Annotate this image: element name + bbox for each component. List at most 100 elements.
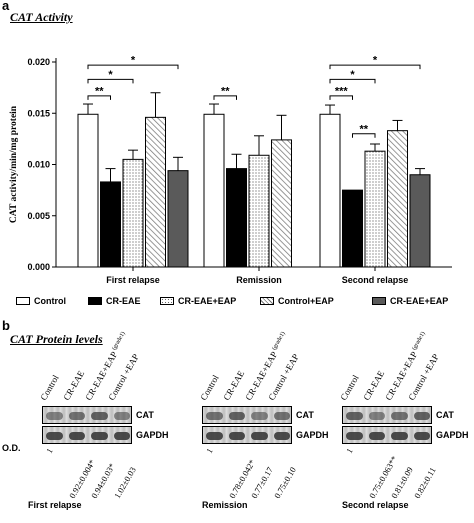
bar [167, 170, 189, 268]
significance-label: ** [359, 123, 368, 135]
blot-group-title: First relapse [28, 500, 82, 510]
cat-band [346, 412, 363, 420]
significance-bracket [87, 64, 179, 70]
cat-band [91, 412, 108, 420]
grade-note: (grade1) [410, 330, 427, 353]
y-tick-label: 0.010 [27, 160, 50, 170]
legend-swatch [88, 297, 102, 305]
legend-swatch [160, 297, 174, 305]
lane-label: Control [198, 373, 221, 402]
significance-bracket [329, 64, 421, 70]
od-value: 1 [44, 446, 55, 455]
gapdh-band [368, 432, 385, 440]
x-tick-label: Second relapse [342, 275, 409, 285]
legend-label: CR-EAE+EAP [390, 296, 449, 306]
legend-swatch [16, 297, 30, 305]
legend-label: CR-EAE+EAP [178, 296, 237, 306]
cat-activity-chart: 0.000 0.005 0.010 0.015 0.020 CAT activity/mi… [9, 55, 452, 285]
bar [77, 113, 99, 268]
bar [364, 150, 386, 268]
gapdh-band [206, 432, 223, 440]
lane-label: Control [38, 373, 61, 402]
gapdh-band [413, 432, 430, 440]
gapdh-band [68, 432, 85, 440]
cat-blot [202, 406, 292, 424]
bar [100, 181, 121, 268]
gapdh-band [346, 432, 363, 440]
legend-label: Control [34, 296, 66, 306]
gapdh-band [46, 432, 63, 440]
od-value: 1 [344, 446, 355, 455]
bar [387, 130, 408, 268]
chart-legend: Control CR-EAE CR-EAE+EAP Control+EAP CR-EAE… [12, 294, 472, 308]
legend-item: CR-EAE+EAP [372, 294, 448, 308]
x-tick-label: First relapse [106, 275, 160, 285]
gapdh-band [91, 432, 108, 440]
gapdh-blot [42, 426, 132, 444]
cat-label: CAT [436, 410, 454, 420]
gapdh-band [251, 432, 268, 440]
bar [319, 113, 341, 268]
cat-blot [342, 406, 432, 424]
panel-a-title: CAT Activity [10, 10, 73, 24]
y-tick-label: 0.015 [27, 108, 50, 118]
significance-label: * [108, 69, 113, 81]
x-tick-label: Remission [236, 275, 282, 285]
od-value: 1.02±0.03 [111, 465, 138, 500]
significance-label: ** [95, 85, 104, 97]
legend-item: CR-EAE [88, 294, 141, 308]
y-axis-label: CAT activity/min/mg protein [9, 105, 19, 223]
significance-bracket [329, 78, 376, 84]
gapdh-blot [202, 426, 292, 444]
y-tick-label: 0.005 [27, 211, 50, 221]
cat-band [46, 412, 63, 420]
legend-swatch [260, 297, 274, 305]
grade-note: (grade1) [110, 330, 127, 353]
bar [122, 158, 144, 268]
cat-band [273, 412, 290, 420]
gapdh-band [391, 432, 408, 440]
cat-band [251, 412, 268, 420]
od-value: 0.82±0.11 [411, 465, 438, 500]
y-tick-label: 0.000 [27, 262, 50, 272]
significance-bracket [87, 78, 134, 84]
gapdh-band [113, 432, 130, 440]
legend-swatch [372, 297, 386, 305]
significance-label: * [373, 55, 378, 67]
gapdh-band [228, 432, 245, 440]
significance-label: * [131, 55, 136, 67]
od-label: O.D. [2, 443, 21, 453]
cat-band [391, 412, 408, 420]
legend-label: Control+EAP [278, 296, 334, 306]
bar [342, 189, 363, 268]
legend-item: Control [16, 294, 66, 308]
blot-group-title: Remission [202, 500, 248, 510]
significance-bracket [87, 95, 111, 100]
significance-label: ** [221, 85, 230, 97]
bar [203, 113, 225, 268]
od-value: 0.75±0.10 [271, 465, 298, 500]
od-value: 1 [204, 446, 215, 455]
blot-group-title: Second relapse [342, 500, 409, 510]
significance-bracket [352, 133, 376, 138]
cat-band [113, 412, 130, 420]
cat-label: CAT [296, 410, 314, 420]
gapdh-label: GAPDH [296, 430, 329, 440]
lane-label: CR-EAE [220, 368, 246, 402]
gapdh-label: GAPDH [136, 430, 169, 440]
significance-bracket [213, 95, 237, 100]
y-tick-label: 0.020 [27, 57, 50, 67]
gapdh-band [273, 432, 290, 440]
bar [145, 116, 166, 268]
cat-band [228, 412, 245, 420]
bar [271, 139, 292, 268]
bar [409, 174, 431, 268]
panel-b-title: CAT Protein levels [10, 332, 103, 346]
significance-bracket [329, 95, 353, 100]
significance-label: *** [335, 85, 349, 97]
cat-blot [42, 406, 132, 424]
cat-band [368, 412, 385, 420]
panel-a-letter: a [2, 0, 10, 13]
legend-item: Control+EAP [260, 294, 334, 308]
grade-note: (grade1) [270, 330, 287, 353]
